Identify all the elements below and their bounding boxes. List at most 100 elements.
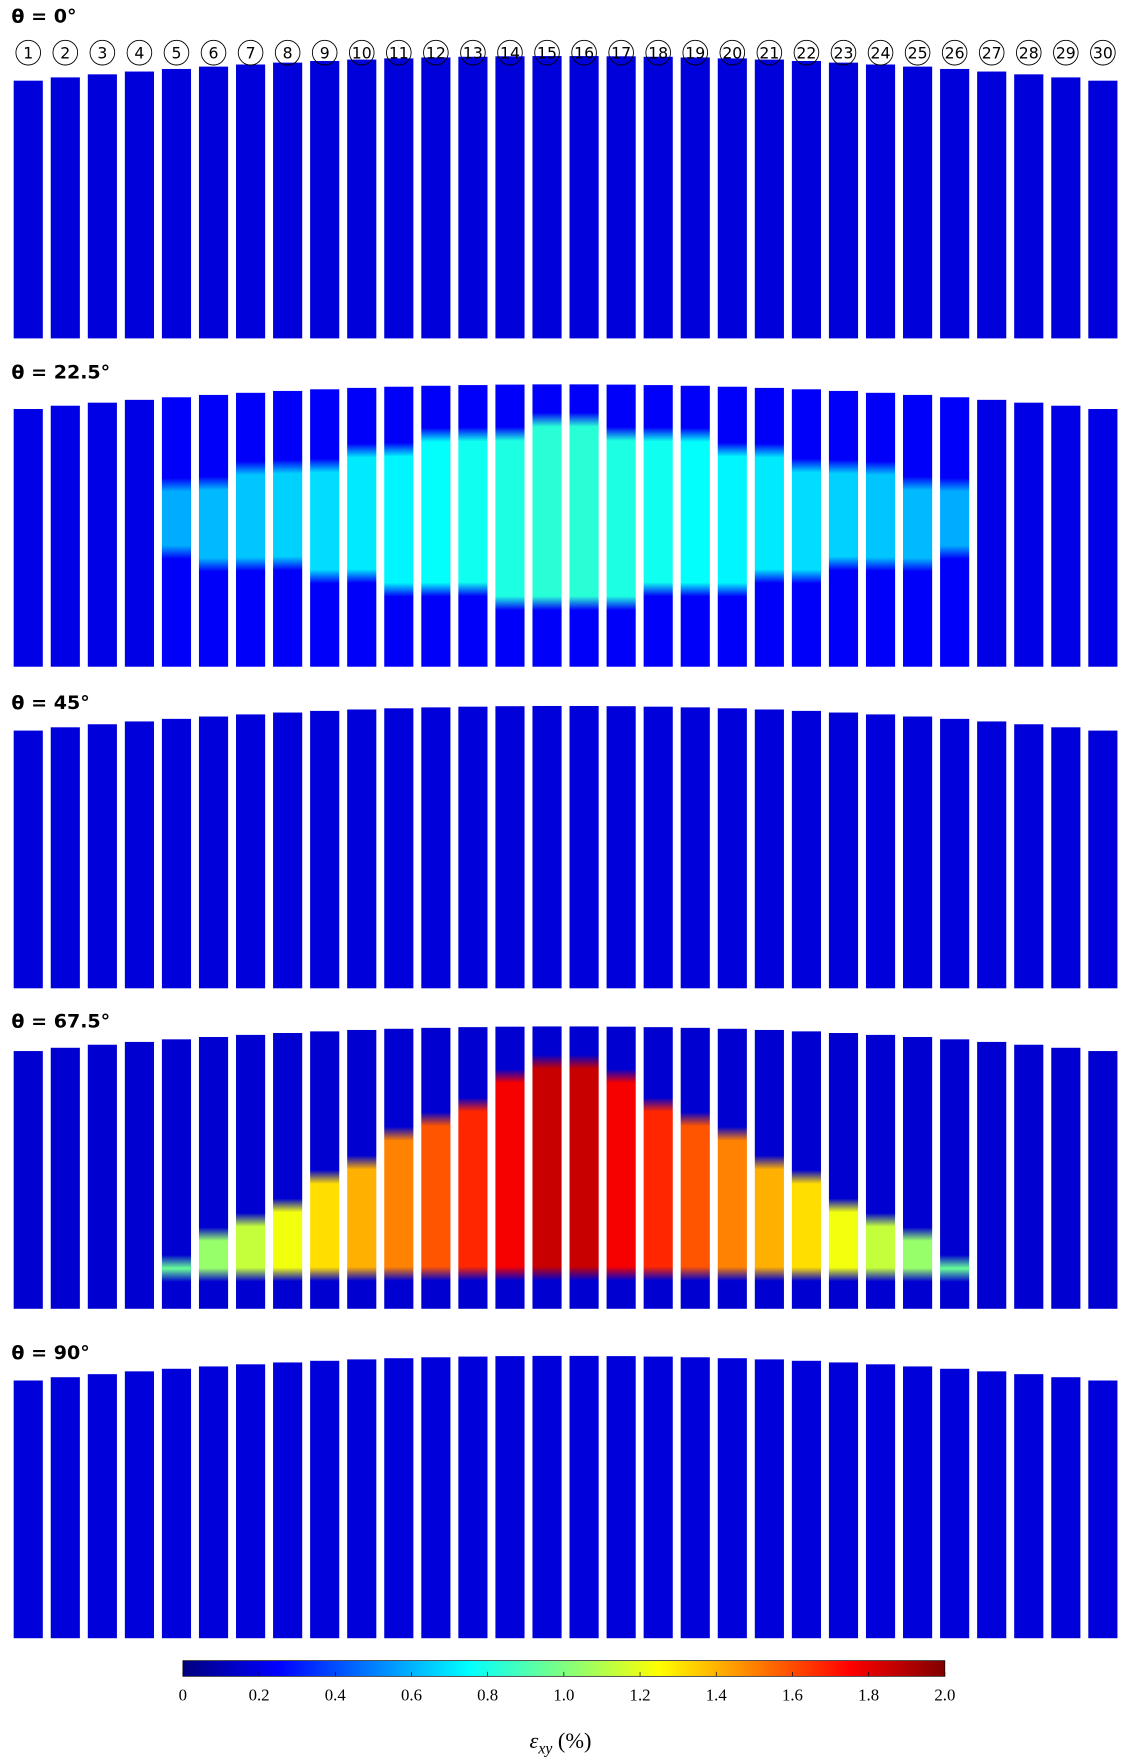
strip [124,1041,154,1309]
strip [495,1026,525,1309]
strip [532,56,562,339]
strip [50,727,80,989]
strip [717,386,747,667]
tick-label: 1.4 [706,1685,728,1704]
strip [458,1027,488,1309]
panel-title: θ = 90° [11,1342,89,1364]
strip [1014,1374,1044,1639]
strip-number-circle [52,39,79,66]
strip-number: 14 [500,43,520,62]
strip [828,712,859,989]
strip-number-circle [645,39,671,66]
strip [236,392,266,667]
strip [13,80,43,339]
strip [1088,408,1118,667]
strip [606,384,636,667]
strip-number-circle [89,39,116,66]
strip-number-circle [904,39,931,66]
tick-label: 0.2 [249,1685,270,1704]
strip [717,58,747,339]
strip [865,714,896,989]
strip [977,1041,1007,1309]
strip [13,408,43,667]
strip [643,706,673,989]
strip [828,1033,859,1309]
strip [940,718,970,989]
strip [940,68,970,339]
strip-number-circle [274,39,301,66]
strip [1014,74,1044,339]
strip [903,716,933,989]
strip [680,707,710,989]
strip [569,56,599,339]
strip [236,1364,266,1639]
strip-number-circle [682,39,709,66]
strip [161,1039,192,1309]
strip [458,706,488,989]
strip [1088,1380,1118,1639]
strip [384,1358,414,1639]
strip [791,1031,821,1309]
strip [347,59,377,339]
strip-number: 26 [945,43,965,62]
strip [828,1362,859,1639]
strip [754,1029,784,1309]
strip [680,1027,710,1309]
strip [161,1368,192,1639]
strip-number-circle [978,39,1005,66]
strip-number: 5 [171,43,181,62]
strip [754,1359,784,1639]
panel-title: θ = 22.5° [11,362,110,384]
panel-title: θ = 45° [11,692,89,714]
strip-number: 28 [1019,43,1039,62]
strip [717,708,747,989]
strip [421,385,451,667]
tick-label: 0.4 [325,1685,347,1704]
strip [421,57,451,339]
strip-number: 20 [722,43,742,62]
strip [1051,77,1081,339]
strip [977,71,1007,339]
strip-number-circle [386,39,412,66]
tick-label: 1.8 [858,1685,879,1704]
strip [903,394,933,667]
strip [569,705,599,989]
strip [347,1029,377,1309]
strip [977,721,1007,989]
strip [384,708,414,989]
tick-label: 0.8 [477,1685,498,1704]
tick-label: 1.2 [630,1685,651,1704]
strip [198,66,229,339]
strip-number: 15 [537,43,557,62]
strip [717,1028,747,1309]
strip [791,60,821,339]
strip [50,77,80,339]
strip [532,1355,562,1639]
strip [569,1355,599,1639]
panel-title: θ = 0° [11,5,76,27]
strip [606,1356,636,1639]
strip [273,62,303,339]
strip [643,56,673,339]
strip-number: 16 [574,43,594,62]
strip-number: 23 [834,43,854,62]
strip-number: 22 [796,43,816,62]
strip-number-circle [608,39,634,66]
strip-number: 13 [463,43,483,62]
strip [310,1031,340,1309]
strip [161,397,192,667]
strip [384,1028,414,1309]
strip-number: 27 [982,43,1002,62]
strip [310,389,340,667]
strip [532,1026,562,1309]
strip [1051,1047,1081,1309]
strip-number-circle [497,39,523,66]
strip [865,392,896,667]
strip [347,387,377,667]
strip [347,709,377,989]
strip [680,57,710,339]
panel-title: θ = 67.5° [11,1010,110,1032]
strip-number-circle [867,39,894,66]
strip [161,68,192,339]
